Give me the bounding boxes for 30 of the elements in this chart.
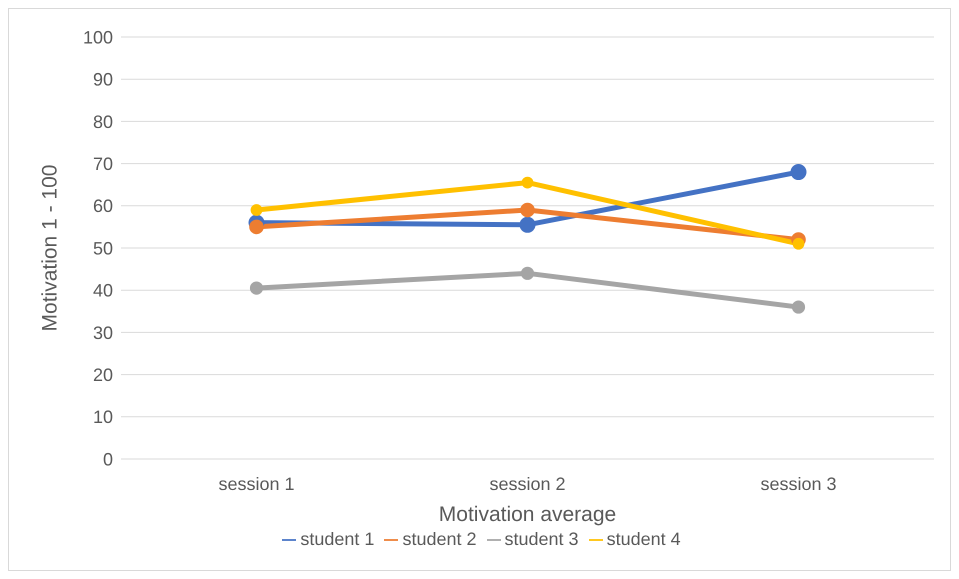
y-tick-label: 0 <box>102 449 113 470</box>
point <box>522 176 534 188</box>
point <box>249 220 264 234</box>
point <box>520 266 534 280</box>
legend-label: student 2 <box>402 529 476 549</box>
y-tick-label: 80 <box>92 112 113 132</box>
point <box>250 204 262 216</box>
y-tick-label: 90 <box>92 70 113 90</box>
y-tick-label: 30 <box>92 322 113 343</box>
y-tick-label: 50 <box>92 238 113 258</box>
y-tick-label: 20 <box>92 364 113 385</box>
y-tick-label: 100 <box>82 27 113 48</box>
point <box>520 216 536 233</box>
x-tick-label: session 1 <box>218 474 295 494</box>
point <box>790 164 806 180</box>
legend-label: student 4 <box>606 529 681 549</box>
point <box>792 238 804 250</box>
y-tick-label: 10 <box>92 407 113 428</box>
point <box>520 202 535 218</box>
y-tick-label: 40 <box>92 280 113 301</box>
y-axis-title: Motivation 1 - 100 <box>38 164 62 332</box>
x-axis-title: Motivation average <box>438 503 616 526</box>
point <box>792 300 806 314</box>
point <box>250 281 264 295</box>
legend-label: student 1 <box>300 529 374 549</box>
legend-label: student 3 <box>504 529 579 549</box>
y-tick-label: 70 <box>92 154 113 174</box>
x-tick-label: session 2 <box>489 474 566 494</box>
x-tick-label: session 3 <box>760 474 837 494</box>
y-tick-label: 60 <box>92 196 113 216</box>
